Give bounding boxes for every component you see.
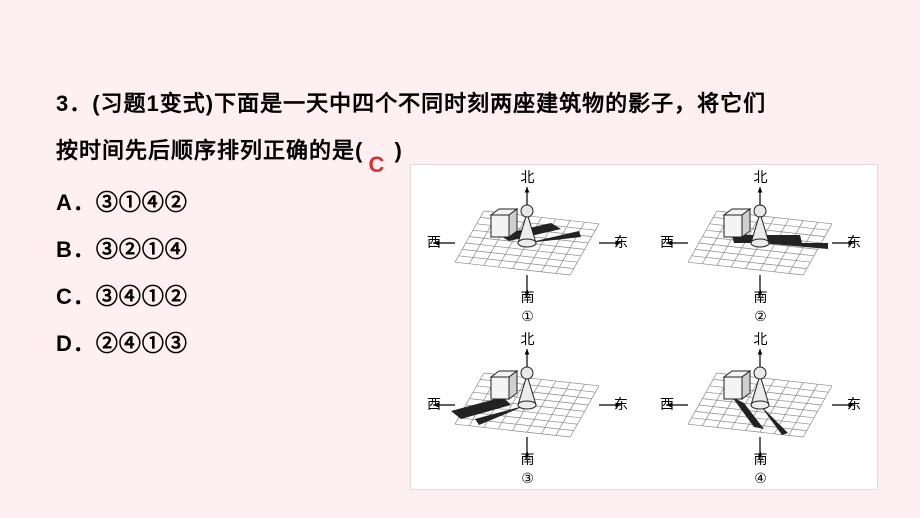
compass-e: 东	[614, 232, 628, 252]
panel-3-label: ③	[521, 470, 534, 487]
question-line1: 3．(习题1变式)下面是一天中四个不同时刻两座建筑物的影子，将它们	[56, 91, 766, 116]
panel-4: 北 南 西 东 ④	[644, 327, 877, 489]
compass-s: 南	[521, 449, 535, 469]
question-line2a: 按时间先后顺序排列正确的是(	[56, 138, 363, 163]
panel-2: 北 南 西 东 ②	[644, 165, 877, 327]
compass-s: 南	[521, 287, 535, 307]
compass-n: 北	[754, 167, 768, 187]
compass-w: 西	[660, 394, 674, 414]
panel-4-label: ④	[754, 470, 767, 487]
figure: 北 南 西 东 ① 北 南 西 东 ② 北 南 西 东 ③ 北 南 西 东	[410, 164, 878, 490]
panel-1: 北 南 西 东 ①	[411, 165, 644, 327]
panel-1-label: ①	[521, 308, 534, 325]
compass-n: 北	[521, 329, 535, 349]
compass-n: 北	[754, 329, 768, 349]
compass-e: 东	[614, 394, 628, 414]
compass-e: 东	[847, 232, 861, 252]
question-line2b: )	[394, 138, 402, 163]
compass-w: 西	[660, 232, 674, 252]
compass-e: 东	[847, 394, 861, 414]
compass-s: 南	[754, 449, 768, 469]
compass-w: 西	[427, 232, 441, 252]
compass-n: 北	[521, 167, 535, 187]
panel-2-label: ②	[754, 308, 767, 325]
compass-w: 西	[427, 394, 441, 414]
panel-3: 北 南 西 东 ③	[411, 327, 644, 489]
answer-mark: C	[368, 152, 385, 177]
compass-s: 南	[754, 287, 768, 307]
